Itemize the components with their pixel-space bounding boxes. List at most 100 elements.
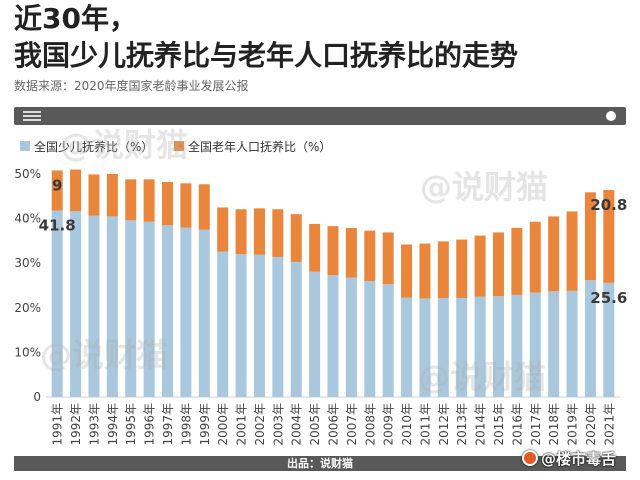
x-tick-label: 2004年 xyxy=(290,403,304,446)
bar-elderly-15 xyxy=(327,226,339,276)
x-tick-label: 2015年 xyxy=(492,403,506,446)
bar-elderly-1 xyxy=(70,169,82,212)
bar-child-18 xyxy=(382,284,394,397)
bar-child-2 xyxy=(88,215,100,397)
platform-watermark-text: @楼市毒舌 xyxy=(541,449,617,468)
bar-child-1 xyxy=(70,211,82,397)
y-tick-label: 50% xyxy=(14,167,41,181)
x-tick-label: 2002年 xyxy=(253,403,267,446)
bar-child-28 xyxy=(566,290,578,397)
x-tick-label: 1997年 xyxy=(161,403,175,446)
bar-elderly-28 xyxy=(566,211,578,291)
x-tick-label: 2005年 xyxy=(308,403,322,446)
x-axis: 1991年 1992年 1993年 1994年 1995年 1996年 1997年 1998年… xyxy=(51,403,617,446)
bar-child-19 xyxy=(401,297,413,397)
bar-elderly-2 xyxy=(88,174,100,216)
bar-elderly-21 xyxy=(437,241,449,298)
x-tick-label: 1999年 xyxy=(198,403,212,446)
bar-child-3 xyxy=(106,216,118,397)
bar-elderly-20 xyxy=(419,243,431,299)
bar-child-21 xyxy=(437,297,449,397)
bar-elderly-4 xyxy=(125,179,137,221)
bar-elderly-14 xyxy=(309,223,321,272)
legend-swatch-child xyxy=(20,141,30,151)
x-tick-label: 2019年 xyxy=(566,403,580,446)
bar-child-0 xyxy=(51,210,63,397)
legend-swatch-elderly xyxy=(174,141,184,151)
bar-child-16 xyxy=(345,277,357,397)
bar-elderly-25 xyxy=(511,227,523,295)
bar-elderly-29 xyxy=(584,192,596,281)
bar-child-17 xyxy=(364,281,376,397)
bar-child-13 xyxy=(290,261,302,397)
platform-watermark: @楼市毒舌 xyxy=(522,448,616,468)
x-tick-label: 1991年 xyxy=(51,403,65,446)
bar-elderly-22 xyxy=(456,239,468,298)
x-tick-label: 2017年 xyxy=(529,403,543,446)
y-tick-label: 0 xyxy=(33,390,41,404)
x-tick-label: 2008年 xyxy=(363,403,377,446)
x-tick-label: 2013年 xyxy=(455,403,469,446)
y-tick-label: 40% xyxy=(14,212,41,226)
legend: 全国少儿抚养比（%） 全国老年人口抚养比（%） xyxy=(20,139,331,154)
bar-child-6 xyxy=(162,225,174,397)
bar-child-11 xyxy=(253,254,265,397)
bar-child-23 xyxy=(474,296,486,397)
x-tick-label: 2000年 xyxy=(216,403,230,446)
bar-child-22 xyxy=(456,297,468,397)
title-line-2: 我国少儿抚养比与老年人口抚养比的走势 xyxy=(14,39,519,72)
data-label: 9 xyxy=(52,176,62,194)
bar-elderly-9 xyxy=(217,207,229,252)
bar-elderly-16 xyxy=(345,227,357,278)
bar-child-29 xyxy=(584,280,596,397)
bar-child-15 xyxy=(327,275,339,397)
bar-elderly-0 xyxy=(51,170,63,211)
x-tick-label: 2011年 xyxy=(418,403,432,446)
x-tick-label: 1994年 xyxy=(106,403,120,446)
y-tick-label: 30% xyxy=(14,256,41,270)
y-tick-label: 10% xyxy=(14,345,41,359)
title-line-1: 近30年， xyxy=(14,2,137,35)
x-tick-label: 2009年 xyxy=(382,403,396,446)
x-tick-label: 2010年 xyxy=(400,403,414,446)
chart-header-bar xyxy=(14,107,626,125)
bar-child-30 xyxy=(603,282,615,397)
data-label: 41.8 xyxy=(39,217,76,235)
legend-label-child: 全国少儿抚养比（%） xyxy=(34,139,153,154)
x-tick-label: 2018年 xyxy=(547,403,561,446)
x-tick-label: 2003年 xyxy=(271,403,285,446)
bar-child-24 xyxy=(492,296,504,397)
footer-credit: 出品：说财猫 xyxy=(287,457,353,470)
x-tick-label: 2001年 xyxy=(235,403,249,446)
bar-elderly-10 xyxy=(235,209,247,255)
x-tick-label: 1993年 xyxy=(87,403,101,446)
bar-elderly-24 xyxy=(492,232,504,297)
bar-elderly-8 xyxy=(198,184,210,230)
bar-child-14 xyxy=(309,271,321,397)
menu-icon-line xyxy=(23,119,41,121)
bar-elderly-5 xyxy=(143,179,155,222)
x-tick-label: 1995年 xyxy=(124,403,138,446)
bar-elderly-12 xyxy=(272,209,284,257)
bar-elderly-30 xyxy=(603,190,615,283)
circle-dot-icon xyxy=(606,111,616,121)
x-tick-label: 2016年 xyxy=(510,403,524,446)
bar-child-5 xyxy=(143,221,155,397)
x-tick-label: 1998年 xyxy=(179,403,193,446)
x-tick-label: 2006年 xyxy=(327,403,341,446)
menu-icon-line xyxy=(23,115,41,117)
bar-elderly-23 xyxy=(474,235,486,297)
bar-elderly-3 xyxy=(106,174,118,217)
bar-child-10 xyxy=(235,254,247,397)
bar-child-8 xyxy=(198,229,210,397)
x-tick-label: 1996年 xyxy=(143,403,157,446)
hamburger-menu-icon xyxy=(23,111,41,121)
bar-elderly-17 xyxy=(364,230,376,282)
bar-child-25 xyxy=(511,294,523,397)
bar-child-27 xyxy=(548,291,560,397)
platform-logo-icon xyxy=(522,450,538,466)
legend-label-elderly: 全国老年人口抚养比（%） xyxy=(188,139,331,154)
bar-child-20 xyxy=(419,298,431,397)
y-tick-label: 20% xyxy=(14,301,41,315)
footer-bar: 出品：说财猫 xyxy=(14,456,626,471)
